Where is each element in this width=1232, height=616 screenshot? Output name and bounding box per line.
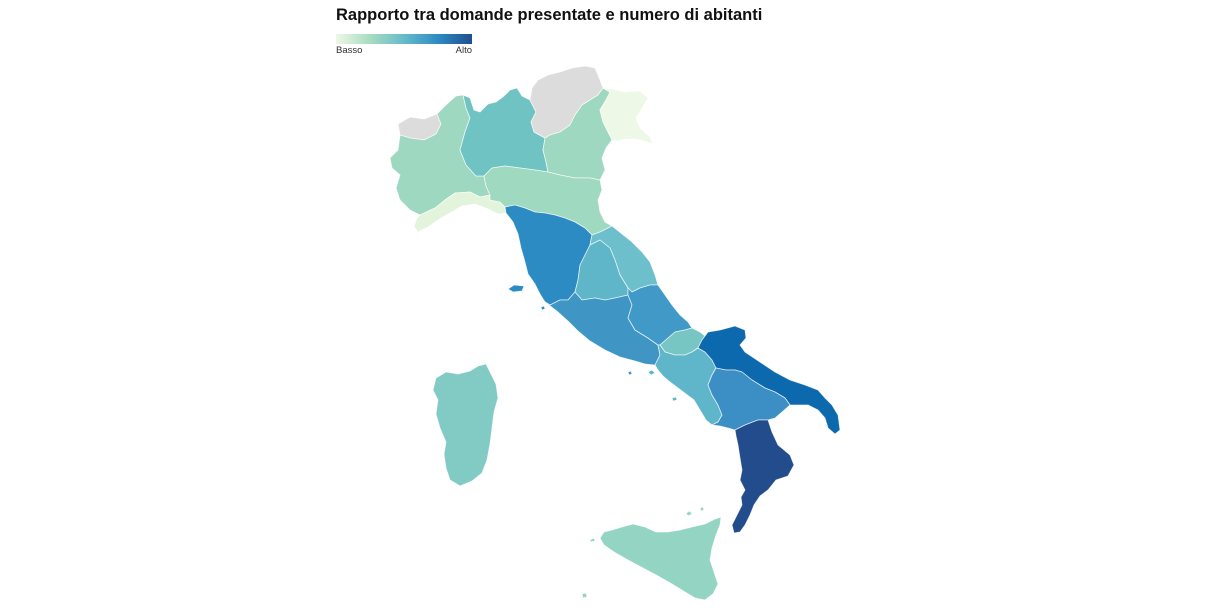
map-regions <box>389 65 841 601</box>
legend-low-label: Basso <box>336 45 363 56</box>
chart-title: Rapporto tra domande presentate e numero… <box>336 6 763 24</box>
region-friuli-venezia-giulia[interactable] <box>599 87 654 145</box>
region-campania[interactable] <box>647 344 723 426</box>
color-legend: Basso Alto <box>336 34 472 58</box>
region-toscana[interactable] <box>504 204 593 311</box>
region-calabria[interactable] <box>731 419 795 534</box>
region-sardegna[interactable] <box>432 363 499 487</box>
legend-gradient-bar <box>336 34 472 44</box>
legend-high-label: Alto <box>455 45 472 56</box>
region-sicilia[interactable] <box>581 506 722 601</box>
